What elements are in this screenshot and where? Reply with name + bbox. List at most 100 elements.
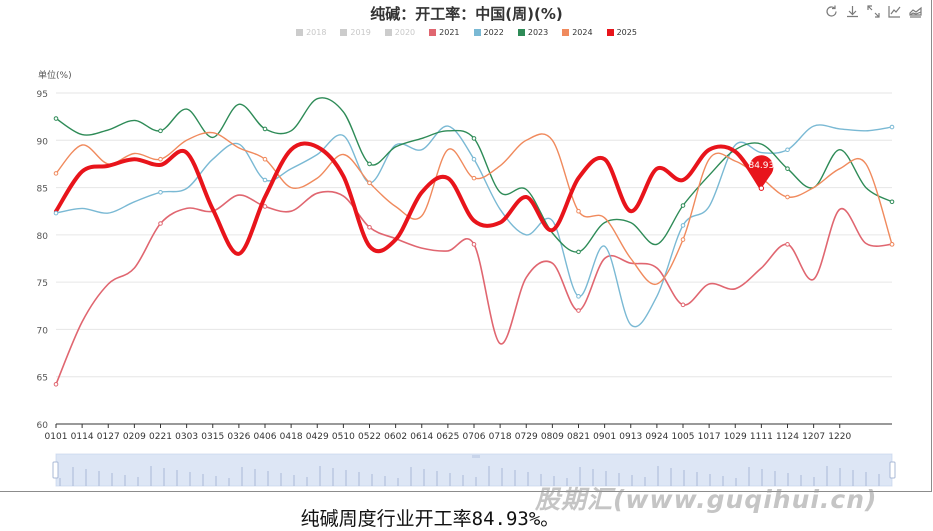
data-point-2021 xyxy=(680,302,686,308)
x-tick-label: 0821 xyxy=(567,432,590,442)
legend-item-2023[interactable]: 2023 xyxy=(517,28,548,37)
x-tick-label: 0209 xyxy=(123,432,146,442)
highlight-pin[interactable] xyxy=(749,155,774,189)
x-tick-label: 0429 xyxy=(306,432,329,442)
refresh-icon[interactable] xyxy=(824,4,839,19)
zoom-handle-right[interactable] xyxy=(889,461,896,479)
data-point-2023 xyxy=(680,203,686,208)
line-mode-icon[interactable] xyxy=(887,4,902,19)
x-tick-label: 0114 xyxy=(71,432,94,442)
data-point-2021 xyxy=(471,242,477,247)
legend-label: 2021 xyxy=(439,28,460,37)
y-tick-label: 75 xyxy=(37,279,48,289)
data-point-2022 xyxy=(262,177,268,183)
x-tick-label: 0602 xyxy=(384,432,407,442)
legend-label: 2025 xyxy=(616,28,637,37)
legend-item-2019[interactable]: 2019 xyxy=(340,28,371,37)
x-tick-label: 0913 xyxy=(619,432,642,442)
x-tick-label: 0326 xyxy=(227,432,250,442)
zoom-window[interactable] xyxy=(56,454,892,486)
data-point-2021 xyxy=(53,381,59,387)
data-point-2021 xyxy=(262,204,268,209)
data-point-2021 xyxy=(785,242,790,247)
legend-label: 2022 xyxy=(483,28,504,37)
x-tick-label: 0901 xyxy=(593,432,616,442)
zoom-grip[interactable] xyxy=(472,455,480,458)
x-tick-label: 0809 xyxy=(541,432,564,442)
chart-title: 纯碱：开工率：中国(周)(%) xyxy=(370,5,563,23)
data-point-2023 xyxy=(53,116,59,121)
x-tick-label: 1220 xyxy=(828,432,851,442)
y-tick-label: 65 xyxy=(37,374,48,384)
x-tick-label: 1124 xyxy=(776,432,799,442)
x-tick-label: 0924 xyxy=(645,432,668,442)
x-tick-label: 0315 xyxy=(201,432,224,442)
x-tick-label: 0614 xyxy=(410,432,433,442)
x-tick-label: 1017 xyxy=(698,432,721,442)
legend-swatch xyxy=(429,29,437,36)
grid-lines xyxy=(56,92,892,378)
area-mode-icon[interactable] xyxy=(908,4,923,19)
data-point-2024 xyxy=(576,208,581,214)
x-tick-label: 0101 xyxy=(45,432,68,442)
y-tick-label: 70 xyxy=(37,326,49,336)
y-tick-label: 95 xyxy=(37,90,48,100)
data-point-2022 xyxy=(785,147,790,153)
data-point-2024 xyxy=(680,237,686,242)
data-point-2023 xyxy=(158,128,163,134)
chart-legend: 2018 2019 2020 2021 2022 2023 2024 2025 xyxy=(0,28,933,37)
x-tick-label: 1029 xyxy=(724,432,747,442)
legend-swatch xyxy=(384,29,392,36)
x-tick-label: 0127 xyxy=(97,432,120,442)
data-point-2022 xyxy=(471,156,477,162)
data-point-2024 xyxy=(785,194,790,200)
data-point-2024 xyxy=(367,180,372,186)
data-point-2023 xyxy=(889,199,895,205)
y-tick-label: 85 xyxy=(37,185,48,195)
legend-item-2020[interactable]: 2020 xyxy=(384,28,415,37)
series-line-2025[interactable] xyxy=(54,141,764,256)
y-axis-label: 单位(%) xyxy=(38,69,72,81)
data-point-2024 xyxy=(53,171,59,176)
watermark-text: 股期汇(www.guqihui.cn) xyxy=(535,485,878,514)
x-tick-label: 0718 xyxy=(489,432,512,442)
data-point-2023 xyxy=(471,136,477,141)
zoom-handle-left[interactable] xyxy=(52,461,59,479)
data-point-2022 xyxy=(680,223,686,228)
legend-swatch xyxy=(296,29,304,36)
legend-item-2022[interactable]: 2022 xyxy=(473,28,504,37)
x-tick-label: 0221 xyxy=(149,432,172,442)
x-tick-label: 0625 xyxy=(436,432,459,442)
data-point-2021 xyxy=(576,308,581,313)
series-markers: 84.93 xyxy=(53,116,895,387)
download-icon[interactable] xyxy=(845,4,860,19)
x-tick-label: 0406 xyxy=(254,432,277,442)
legend-label: 2019 xyxy=(350,28,371,37)
legend-swatch xyxy=(340,29,348,36)
axes: 60 65 70 75 80 85 90 95 单位(%) 0101 0114 0127 0209 022… xyxy=(37,69,892,442)
legend-item-2018[interactable]: 2018 xyxy=(296,28,326,37)
x-tick-label: 0729 xyxy=(515,432,538,442)
data-point-2024 xyxy=(262,156,268,162)
series-line-2022[interactable] xyxy=(55,124,893,328)
x-tick-label: 0706 xyxy=(463,432,486,442)
series-line-2021[interactable] xyxy=(55,190,893,386)
zoom-track[interactable] xyxy=(55,453,893,487)
legend-label: 2018 xyxy=(306,28,327,37)
legend-item-2024[interactable]: 2024 xyxy=(562,28,593,37)
fullscreen-icon[interactable] xyxy=(866,4,881,19)
legend-swatch xyxy=(606,29,614,36)
highlight-value-label: 84.93 xyxy=(748,161,774,171)
x-tick-label: 0522 xyxy=(358,432,381,442)
data-point-2022 xyxy=(53,210,59,216)
x-tick-label: 1111 xyxy=(750,432,773,442)
data-point-2023 xyxy=(367,161,372,167)
data-point-2024 xyxy=(471,175,477,181)
data-point-2021 xyxy=(367,224,372,230)
legend-swatch xyxy=(562,29,570,36)
caption-text: 纯碱周度行业开工率84.93%。 xyxy=(300,508,560,530)
legend-item-2021[interactable]: 2021 xyxy=(429,28,460,37)
y-tick-label: 60 xyxy=(37,421,49,431)
legend-item-2025[interactable]: 2025 xyxy=(606,28,637,37)
x-tick-label: 0510 xyxy=(332,432,355,442)
